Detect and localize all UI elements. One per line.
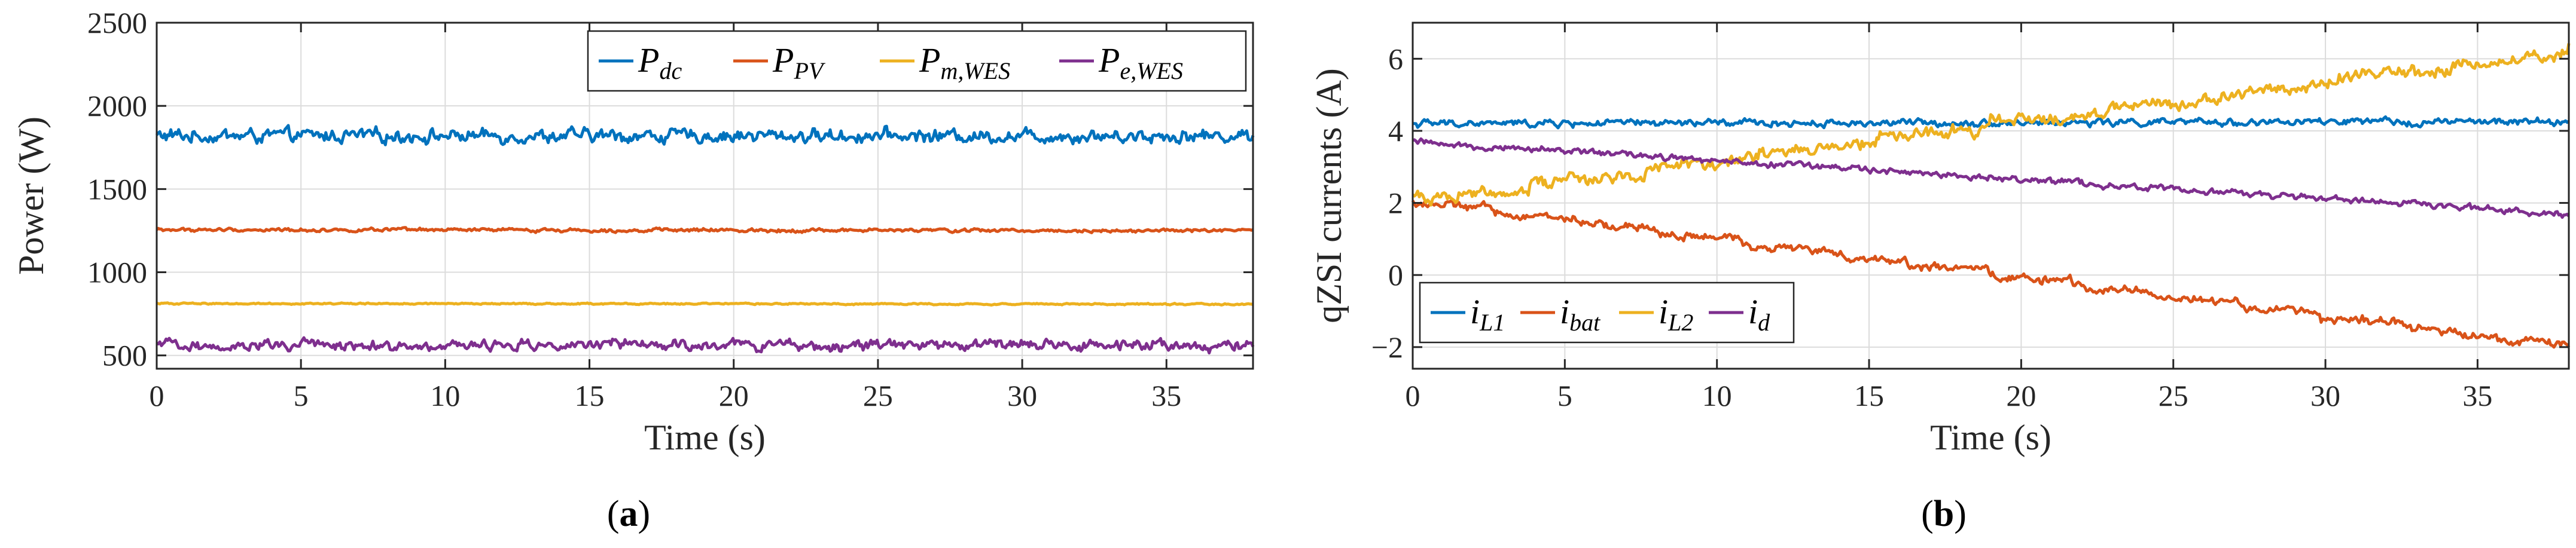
series-line-P-PV <box>156 226 1254 234</box>
legend-label-d: id <box>1748 292 1770 336</box>
legend: Pdc PPV Pm,WES Pe,WES <box>587 30 1247 92</box>
x-tick-label: 25 <box>863 379 893 412</box>
x-tick-label: 0 <box>1406 379 1420 412</box>
y-tick-label: 0 <box>1388 258 1403 292</box>
x-tick-label: 15 <box>1854 379 1884 412</box>
x-tick-label: 5 <box>294 379 309 412</box>
x-tick-label: 15 <box>575 379 605 412</box>
series-line-i-L2 <box>1412 43 2571 207</box>
legend-box <box>587 30 1247 92</box>
series-line-P-dc <box>155 124 1255 146</box>
y-tick-label: 500 <box>102 339 147 372</box>
y-tick-label: 1500 <box>87 172 147 206</box>
panel-label: (a) <box>607 494 650 534</box>
x-tick-label: 0 <box>150 379 164 412</box>
y-tick-label: −2 <box>1371 330 1403 364</box>
y-tick-label: 2500 <box>87 6 147 39</box>
legend-label-dc: Pdc <box>638 41 682 84</box>
y-axis-label: qZSI currents (A) <box>1309 68 1349 323</box>
legend-label-e,WES: Pe,WES <box>1098 41 1183 84</box>
y-tick-label: 2000 <box>87 89 147 123</box>
x-axis-label: Time (s) <box>1930 418 2051 457</box>
x-tick-label: 25 <box>2159 379 2188 412</box>
x-tick-label: 35 <box>1151 379 1181 412</box>
series-line-i-bat <box>1411 198 2571 349</box>
legend-label-L1: iL1 <box>1470 292 1505 336</box>
y-tick-label: 1000 <box>87 256 147 289</box>
chart-panel-a: 0 5 10 15 20 25 30 35 500 1000 1500 2000 2500 Time (s… <box>11 6 1255 534</box>
axes-frame <box>1412 22 2570 370</box>
y-tick-label: 4 <box>1388 114 1403 148</box>
x-tick-label: 20 <box>719 379 749 412</box>
legend: iL1 ibat iL2 id <box>1419 281 1795 344</box>
series-line-i-L1 <box>1412 115 2570 130</box>
x-axis-label: Time (s) <box>644 418 766 457</box>
y-tick-label: 2 <box>1388 186 1403 220</box>
x-tick-label: 10 <box>430 379 460 412</box>
series-line-P-e,WES <box>156 336 1255 355</box>
axes-frame <box>156 22 1254 370</box>
x-tick-label: 35 <box>2462 379 2492 412</box>
legend-label-bat: ibat <box>1560 292 1601 336</box>
legend-label-PV: PPV <box>772 41 826 84</box>
y-axis-label: Power (W) <box>11 117 51 275</box>
y-tick-label: 6 <box>1388 42 1403 75</box>
x-tick-label: 5 <box>1557 379 1572 412</box>
series-line-P-m,WES <box>156 301 1254 307</box>
panel-label: (b) <box>1921 494 1967 534</box>
legend-label-L2: iL2 <box>1659 292 1693 336</box>
x-tick-label: 30 <box>1007 379 1037 412</box>
x-tick-label: 30 <box>2310 379 2340 412</box>
x-tick-label: 20 <box>2006 379 2036 412</box>
legend-label-m,WES: Pm,WES <box>919 41 1010 84</box>
x-tick-label: 10 <box>1702 379 1732 412</box>
series-line-i-d <box>1412 137 2570 219</box>
